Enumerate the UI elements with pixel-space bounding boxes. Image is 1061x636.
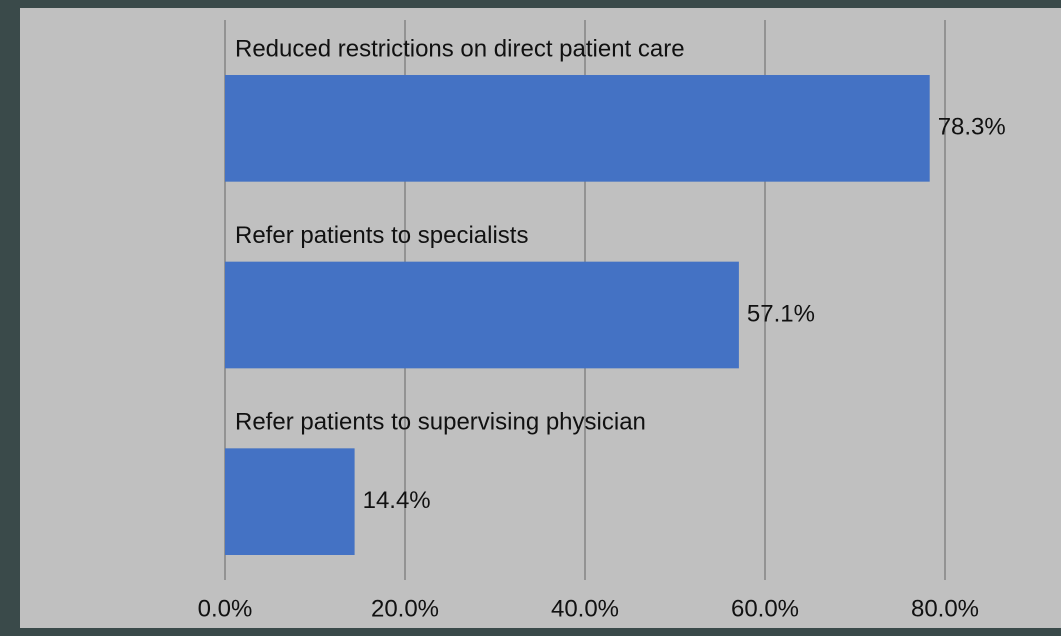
bar: [225, 448, 355, 555]
x-tick-label: 0.0%: [198, 595, 253, 622]
category-label: Refer patients to supervising physician: [235, 409, 646, 436]
x-tick-label: 60.0%: [731, 595, 799, 622]
x-tick-label: 40.0%: [551, 595, 619, 622]
value-label: 78.3%: [938, 114, 1006, 141]
value-label: 57.1%: [747, 300, 815, 327]
bar: [225, 75, 930, 182]
category-label: Reduced restrictions on direct patient c…: [235, 35, 685, 62]
x-tick-label: 80.0%: [911, 595, 979, 622]
x-tick-label: 20.0%: [371, 595, 439, 622]
value-label: 14.4%: [363, 487, 431, 514]
bar: [225, 261, 739, 369]
category-label: Refer patients to specialists: [235, 222, 528, 249]
